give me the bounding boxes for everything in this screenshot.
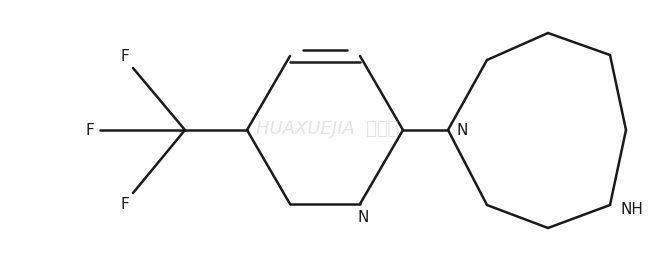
Text: HUAXUEJIA  化学加: HUAXUEJIA 化学加 xyxy=(256,120,398,138)
Text: F: F xyxy=(120,197,129,212)
Text: N: N xyxy=(456,123,468,138)
Text: F: F xyxy=(120,49,129,64)
Text: NH: NH xyxy=(620,202,643,217)
Text: N: N xyxy=(357,211,369,226)
Text: F: F xyxy=(85,123,94,138)
